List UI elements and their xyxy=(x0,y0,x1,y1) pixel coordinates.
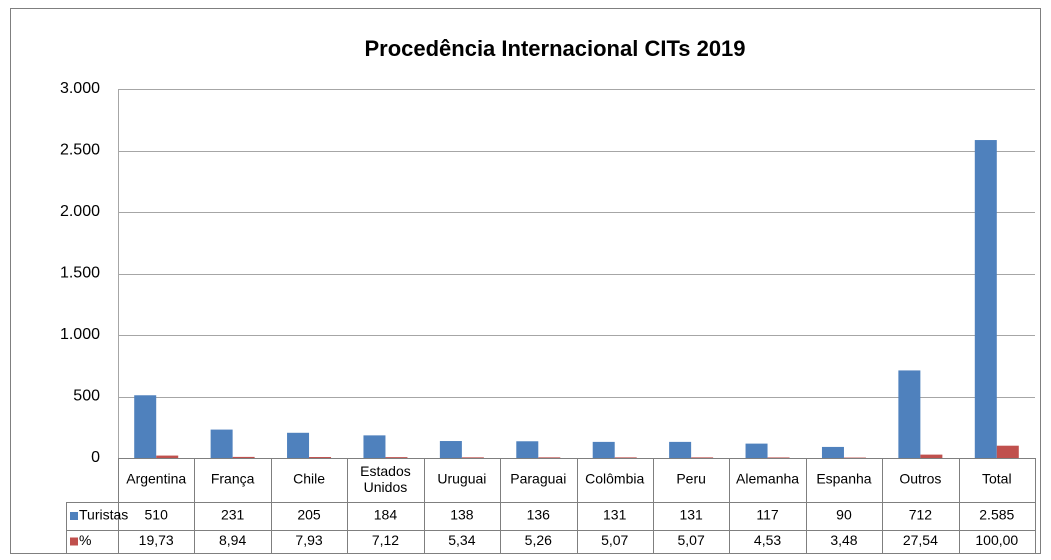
x-tick-label: Alemanha xyxy=(736,471,799,487)
table-value: 5,34 xyxy=(448,532,475,548)
bar xyxy=(287,432,310,458)
x-tick-label: Outros xyxy=(899,471,941,487)
table-value: 184 xyxy=(374,507,398,523)
bar xyxy=(898,370,921,458)
table-value: 8,94 xyxy=(219,532,246,548)
table-value: 90 xyxy=(836,507,852,523)
bar xyxy=(592,441,615,458)
x-tick-label: Total xyxy=(982,471,1012,487)
table-value: 5,26 xyxy=(525,532,552,548)
x-tick-label: Argentina xyxy=(126,471,186,487)
table-value: 19,73 xyxy=(139,532,174,548)
bar xyxy=(767,457,790,458)
bar xyxy=(210,429,233,458)
y-tick-label: 500 xyxy=(73,388,100,405)
table-value: 4,53 xyxy=(754,532,781,548)
table-value: 117 xyxy=(756,507,779,523)
table-value: 7,93 xyxy=(295,532,322,548)
table-value: 5,07 xyxy=(601,532,628,548)
y-tick-label: 2.000 xyxy=(60,203,100,220)
table-value: 136 xyxy=(527,507,551,523)
bar xyxy=(691,457,714,458)
y-tick-label: 2.500 xyxy=(60,142,100,159)
y-tick-label: 0 xyxy=(91,449,100,466)
legend-label: Turistas xyxy=(79,507,128,523)
bar xyxy=(669,441,692,458)
bar xyxy=(156,455,179,458)
chart-title: Procedência Internacional CITs 2019 xyxy=(364,36,745,61)
bar xyxy=(745,443,768,458)
x-tick-label: Chile xyxy=(293,471,325,487)
table-value: 131 xyxy=(603,507,627,523)
x-tick-label: Uruguai xyxy=(437,471,486,487)
table-value: 231 xyxy=(221,507,245,523)
bar xyxy=(920,454,943,458)
x-tick-label: Peru xyxy=(676,471,706,487)
chart-frame xyxy=(10,8,1041,554)
table-value: 27,54 xyxy=(903,532,938,548)
table-value: 100,00 xyxy=(975,532,1018,548)
table-value: 3,48 xyxy=(830,532,857,548)
bar xyxy=(385,457,408,458)
table-value: 2.585 xyxy=(979,507,1014,523)
legend-swatch xyxy=(70,512,78,520)
bar xyxy=(232,456,255,458)
table-value: 712 xyxy=(909,507,933,523)
bar xyxy=(996,445,1019,458)
bar xyxy=(134,395,157,458)
x-tick-label: Estados Unidos xyxy=(360,463,411,495)
bar xyxy=(363,435,386,458)
table-value: 205 xyxy=(297,507,321,523)
bar xyxy=(309,457,332,458)
legend-label: % xyxy=(79,532,91,548)
x-tick-label: Paraguai xyxy=(510,471,566,487)
table-value: 131 xyxy=(679,507,703,523)
x-tick-label: Colômbia xyxy=(585,471,644,487)
y-tick-label: 1.500 xyxy=(60,265,100,282)
x-tick-label: França xyxy=(211,471,255,487)
table-value: 5,07 xyxy=(678,532,705,548)
table-value: 510 xyxy=(145,507,169,523)
y-tick-label: 3.000 xyxy=(60,80,100,97)
table-value: 7,12 xyxy=(372,532,399,548)
bar xyxy=(538,457,561,458)
x-tick-label: Espanha xyxy=(816,471,871,487)
legend-swatch xyxy=(70,537,78,546)
bar xyxy=(974,140,997,459)
bar xyxy=(461,457,484,458)
table-value: 138 xyxy=(450,507,474,523)
bar xyxy=(614,457,637,458)
bar xyxy=(821,446,844,458)
bar xyxy=(439,441,462,458)
bar xyxy=(516,441,539,458)
y-tick-label: 1.000 xyxy=(60,326,100,343)
